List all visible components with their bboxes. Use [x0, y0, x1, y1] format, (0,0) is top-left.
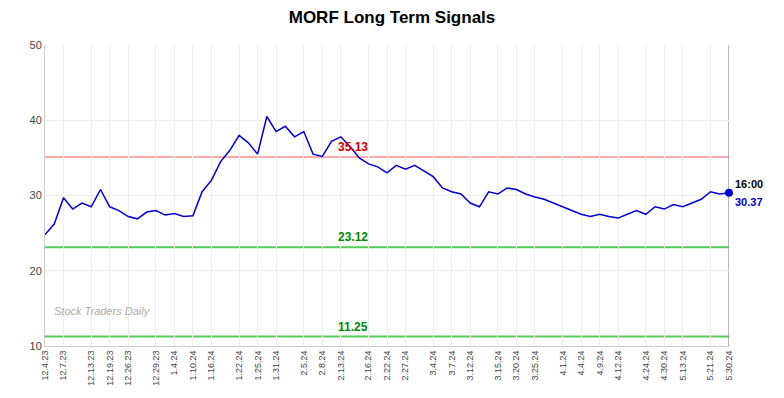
svg-text:2.27.24: 2.27.24: [400, 351, 410, 381]
svg-text:4.9.24: 4.9.24: [595, 351, 605, 376]
svg-text:12.29.23: 12.29.23: [151, 351, 161, 386]
svg-text:5.21.24: 5.21.24: [705, 351, 715, 381]
svg-text:50: 50: [30, 39, 42, 51]
svg-text:4.1.24: 4.1.24: [558, 351, 568, 376]
svg-text:35.13: 35.13: [338, 140, 368, 154]
svg-text:11.25: 11.25: [338, 320, 368, 334]
svg-text:5.30.24: 5.30.24: [724, 351, 734, 381]
svg-text:30.37: 30.37: [735, 196, 763, 208]
svg-text:1.22.24: 1.22.24: [234, 351, 244, 381]
svg-text:12.13.23: 12.13.23: [86, 351, 96, 386]
svg-text:3.25.24: 3.25.24: [530, 351, 540, 381]
svg-text:2.22.24: 2.22.24: [382, 351, 392, 381]
svg-text:3.4.24: 3.4.24: [428, 351, 438, 376]
svg-text:1.10.24: 1.10.24: [188, 351, 198, 381]
svg-text:1.16.24: 1.16.24: [206, 351, 216, 381]
svg-text:20: 20: [30, 265, 42, 277]
svg-text:4.4.24: 4.4.24: [576, 351, 586, 376]
svg-text:2.16.24: 2.16.24: [363, 351, 373, 381]
svg-text:4.12.24: 4.12.24: [613, 351, 623, 381]
svg-text:MORF Long Term Signals: MORF Long Term Signals: [289, 8, 496, 27]
svg-text:12.19.23: 12.19.23: [105, 351, 115, 386]
svg-text:12.7.23: 12.7.23: [58, 351, 68, 381]
svg-text:16:00: 16:00: [735, 178, 763, 190]
svg-text:2.5.24: 2.5.24: [299, 351, 309, 376]
svg-text:1.25.24: 1.25.24: [253, 351, 263, 381]
svg-text:12.4.23: 12.4.23: [40, 351, 50, 381]
svg-text:4.30.24: 4.30.24: [659, 351, 669, 381]
svg-text:23.12: 23.12: [338, 230, 368, 244]
svg-text:12.26.23: 12.26.23: [123, 351, 133, 386]
svg-text:3.15.24: 3.15.24: [493, 351, 503, 381]
svg-text:1.31.24: 1.31.24: [271, 351, 281, 381]
svg-text:2.8.24: 2.8.24: [317, 351, 327, 376]
svg-text:5.13.24: 5.13.24: [678, 351, 688, 381]
svg-text:3.20.24: 3.20.24: [511, 351, 521, 381]
svg-text:1.4.24: 1.4.24: [169, 351, 179, 376]
svg-text:10: 10: [30, 340, 42, 352]
svg-text:Stock Traders Daily: Stock Traders Daily: [54, 305, 151, 317]
svg-text:40: 40: [30, 114, 42, 126]
svg-text:3.12.24: 3.12.24: [465, 351, 475, 381]
svg-text:3.7.24: 3.7.24: [447, 351, 457, 376]
svg-text:30: 30: [30, 189, 42, 201]
svg-text:2.13.24: 2.13.24: [336, 351, 346, 381]
svg-text:4.24.24: 4.24.24: [641, 351, 651, 381]
